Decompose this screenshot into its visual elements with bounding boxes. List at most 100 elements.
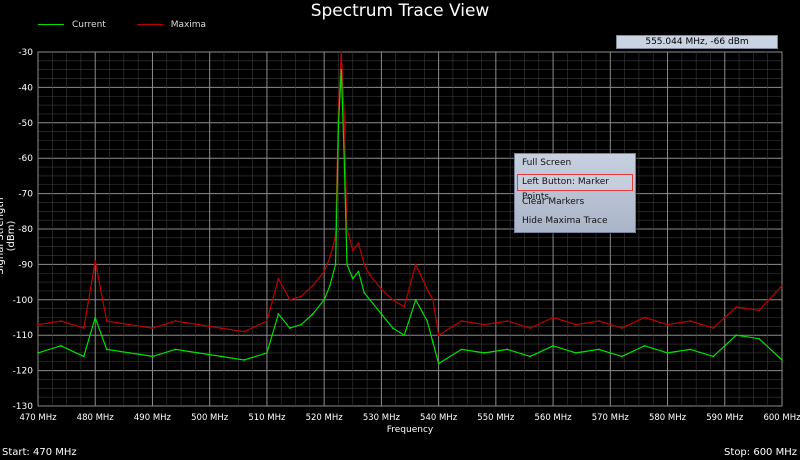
trace-current-point	[346, 263, 348, 266]
menu-item-full-screen[interactable]: Full Screen	[522, 158, 572, 168]
x-tick-label: 550 MHz	[477, 413, 515, 423]
trace-maxima-point	[151, 327, 154, 330]
x-tick-label: 470 MHz	[19, 413, 57, 423]
x-tick-label: 570 MHz	[592, 413, 630, 423]
menu-item-hide-maxima-trace[interactable]: Hide Maxima Trace	[522, 216, 608, 226]
trace-maxima-point	[59, 320, 62, 322]
context-menu[interactable]: Full Screen Left Button: Marker Points C…	[514, 153, 636, 233]
grid-lines	[37, 51, 783, 407]
menu-item-clear-markers[interactable]: Clear Markers	[522, 197, 585, 207]
legend-maxima-swatch	[136, 24, 163, 25]
trace-current-point	[735, 334, 738, 337]
trace-maxima-point	[94, 259, 97, 262]
trace-current-point	[575, 352, 577, 354]
trace-maxima-point	[758, 309, 761, 312]
trace-maxima-point	[357, 242, 360, 245]
trace-maxima-point	[460, 320, 463, 322]
trace-maxima-point	[781, 284, 783, 287]
trace-maxima-point	[552, 316, 554, 319]
x-tick-label: 490 MHz	[134, 413, 172, 423]
trace-current-point	[340, 68, 343, 71]
trace-current-point	[105, 348, 108, 351]
trace-current-point	[151, 355, 154, 358]
legend-maxima-label: Maxima	[170, 19, 207, 30]
y-tick-label: -60	[18, 154, 33, 164]
trace-maxima-point	[266, 320, 268, 322]
trace-current-point	[380, 313, 383, 315]
y-tick-label: -30	[18, 48, 33, 58]
trace-maxima-point	[369, 274, 371, 276]
trace-current-point	[506, 348, 509, 351]
trace-current-point	[460, 348, 463, 351]
legend-current-label: Current	[72, 19, 106, 30]
legend-current-swatch	[38, 24, 64, 25]
trace-maxima-point	[437, 334, 440, 337]
trace-current-point	[483, 352, 486, 354]
trace-current-point	[37, 352, 39, 354]
menu-item-left-button-marker-points[interactable]: Left Button: Marker Points	[517, 174, 633, 202]
y-tick-label: -80	[18, 225, 33, 235]
trace-maxima-point	[380, 288, 383, 291]
trace-current-point	[300, 323, 303, 326]
trace-current-point	[220, 355, 223, 358]
x-tick-label: 510 MHz	[248, 413, 286, 423]
legend: Current Maxima	[38, 18, 234, 30]
x-tick-labels: 470 MHz 480 MHz 490 MHz 500 MHz 510 MHz 520 M…	[19, 413, 800, 423]
trace-current-point	[337, 121, 340, 124]
trace-maxima-point	[529, 327, 532, 330]
trace-current-point	[94, 316, 97, 319]
trace-current-point	[323, 298, 326, 301]
x-tick-label: 530 MHz	[363, 413, 401, 423]
x-axis-label: Frequency	[386, 425, 434, 435]
y-tick-label: -100	[13, 296, 34, 306]
trace-current-point	[328, 284, 331, 287]
y-tick-label: -120	[13, 367, 34, 377]
trace-current-point	[620, 355, 623, 358]
trace-maxima-point	[220, 327, 223, 330]
x-tick-label: 600 MHz	[763, 413, 800, 423]
trace-maxima-point	[666, 323, 669, 326]
trace-maxima-point	[597, 320, 600, 322]
trace-current-point	[363, 291, 366, 294]
x-tick-label: 520 MHz	[306, 413, 344, 423]
trace-maxima-point	[82, 327, 85, 330]
trace-maxima-point	[37, 323, 39, 326]
trace-current-point	[781, 359, 783, 361]
trace-current-point	[369, 298, 371, 301]
y-tick-label: -70	[18, 190, 33, 200]
legend-maxima: Maxima	[136, 19, 207, 30]
trace-maxima-point	[689, 320, 692, 322]
trace-maxima-point	[403, 305, 406, 308]
cursor-readout: 555.044 MHz, -66 dBm	[616, 35, 778, 49]
trace-current-point	[529, 355, 532, 358]
trace-maxima-point	[643, 316, 646, 319]
x-tick-label: 500 MHz	[191, 413, 229, 423]
trace-maxima-point	[277, 277, 280, 280]
trace-current-point	[243, 359, 245, 361]
y-tick-label: -90	[18, 260, 33, 270]
trace-maxima-point	[351, 249, 354, 252]
trace-maxima-point	[735, 305, 738, 308]
x-tick-label: 560 MHz	[535, 413, 573, 423]
trace-maxima-point	[174, 320, 177, 322]
trace-current-point	[266, 352, 268, 354]
trace-current-point	[712, 355, 715, 358]
trace-maxima-point	[414, 263, 417, 266]
chart-title: Spectrum Trace View	[310, 1, 490, 21]
trace-current-point	[666, 352, 669, 354]
trace-maxima-point	[426, 288, 429, 291]
trace-maxima-point	[340, 51, 343, 53]
trace-current-point	[351, 277, 354, 280]
y-axis-label: Signal Strength (dBm)	[0, 197, 17, 275]
x-tick-label: 590 MHz	[706, 413, 744, 423]
trace-current-point	[311, 313, 314, 315]
x-tick-label: 540 MHz	[420, 413, 458, 423]
trace-maxima-point	[243, 330, 245, 333]
trace-maxima-point	[712, 327, 715, 330]
trace-current-point	[689, 348, 692, 351]
trace-current-point	[552, 344, 554, 347]
trace-current-point	[82, 355, 85, 358]
y-tick-label: -50	[18, 119, 33, 129]
trace-current-point	[288, 327, 291, 330]
